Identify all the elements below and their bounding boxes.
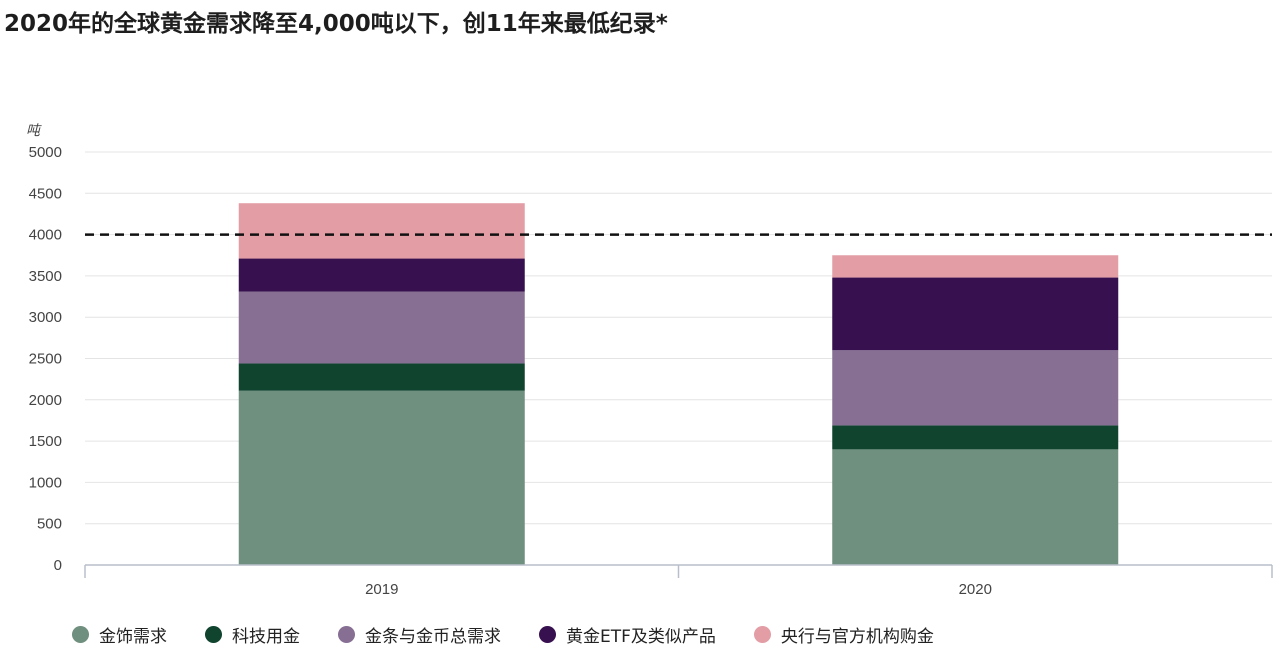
legend-swatch: [753, 626, 771, 643]
legend-item: 央行与官方机构购金: [753, 622, 934, 647]
legend-label: 黄金ETF及类似产品: [566, 627, 716, 647]
legend-label: 科技用金: [232, 627, 300, 647]
y-tick-label: 0: [54, 557, 62, 574]
legend-swatch: [72, 626, 89, 643]
legend-item: 金条与金币总需求: [338, 622, 501, 647]
x-tick-label: 2020: [959, 581, 992, 598]
y-tick-label: 4000: [29, 227, 62, 244]
legend: 金饰需求 科技用金 金条与金币总需求 黄金ETF及类似产品 央行与官方机构购金: [72, 622, 934, 647]
legend-item: 黄金ETF及类似产品: [539, 622, 716, 647]
y-tick-label: 3500: [29, 268, 62, 285]
legend-swatch: [539, 626, 556, 643]
y-tick-label: 2500: [29, 351, 62, 368]
y-tick-label: 3000: [29, 309, 62, 326]
y-tick-label: 4500: [29, 185, 62, 202]
legend-label: 金饰需求: [99, 627, 167, 647]
bar-segment: [238, 390, 525, 565]
bars: [238, 203, 1119, 565]
bar-segment: [238, 258, 525, 292]
bar-segment: [832, 449, 1119, 565]
chart-title: 2020年的全球黄金需求降至4,000吨以下，创11年来最低纪录*: [4, 11, 668, 37]
bar-segment: [832, 425, 1119, 450]
bar-segment: [238, 203, 525, 259]
bar-segment: [832, 350, 1119, 426]
y-tick-label: 2000: [29, 392, 62, 409]
legend-swatch: [338, 626, 355, 643]
bar-segment: [832, 255, 1119, 278]
y-tick-label: 500: [37, 516, 62, 533]
y-tick-label: 5000: [29, 144, 62, 161]
stacked-bar-chart: 0 500 1000 1500 2000 2500 3000 3500 4000 4500 5000…: [26, 123, 1273, 598]
bar-segment: [832, 277, 1119, 351]
legend-item: 科技用金: [205, 622, 300, 647]
axes: [84, 233, 1273, 578]
legend-label: 金条与金币总需求: [365, 627, 501, 647]
x-tick-label: 2019: [365, 581, 398, 598]
tick-labels: 0 500 1000 1500 2000 2500 3000 3500 4000 4500 5000…: [26, 123, 992, 598]
y-unit-label: 吨: [26, 123, 42, 139]
bar-segment: [238, 291, 525, 364]
legend-item: 金饰需求: [72, 622, 167, 647]
y-tick-label: 1500: [29, 433, 62, 450]
bar-segment: [238, 363, 525, 391]
y-tick-label: 1000: [29, 474, 62, 491]
legend-label: 央行与官方机构购金: [780, 627, 934, 647]
legend-swatch: [205, 626, 222, 643]
